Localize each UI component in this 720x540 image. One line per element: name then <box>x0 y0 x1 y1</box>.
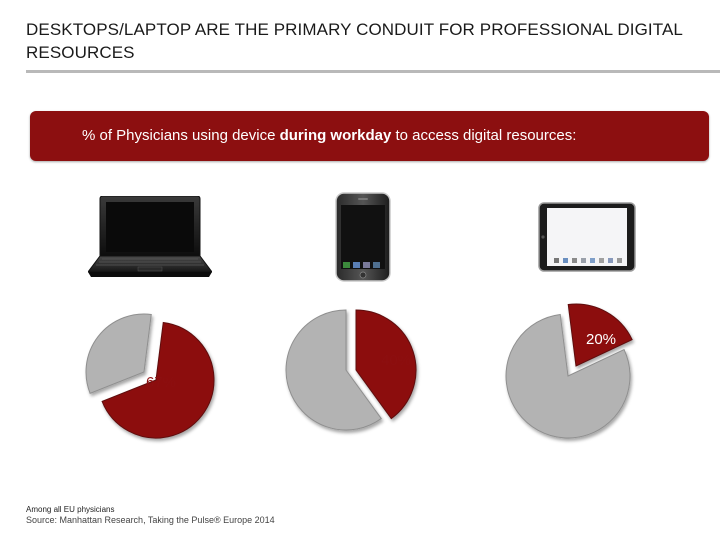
tablet-icon <box>538 202 636 272</box>
laptop-pie <box>85 313 215 439</box>
pie-charts <box>85 303 633 439</box>
banner-text: % of Physicians using device during work… <box>82 126 682 146</box>
laptop-icon <box>87 195 213 278</box>
laptop-pie-slice-value <box>101 321 215 439</box>
laptop-pie-label: 67% <box>146 374 177 391</box>
tablet-pie-label: 20% <box>586 331 617 348</box>
tablet-pie-slice-value <box>567 303 633 367</box>
tablet-pie <box>505 303 633 439</box>
source-citation: Source: Manhattan Research, Taking the P… <box>26 515 275 525</box>
laptop-pie-slice-remainder <box>85 313 152 395</box>
footnote: Among all EU physicians <box>26 505 115 514</box>
banner-text-prefix: % of Physicians using device <box>82 127 280 144</box>
smartphone-pie-label: 40% <box>381 352 412 369</box>
smartphone-pie-slice-remainder <box>285 309 382 431</box>
title-divider <box>26 70 720 73</box>
tablet-pie-slice-remainder <box>505 313 631 439</box>
smartphone-icon <box>335 192 391 282</box>
slide-title: DESKTOPS/LAPTOP ARE THE PRIMARY CONDUIT … <box>26 20 683 62</box>
smartphone-pie-slice-value <box>355 309 417 420</box>
banner-text-emphasis: during workday <box>279 127 392 144</box>
banner: % of Physicians using device during work… <box>30 111 709 161</box>
smartphone-pie <box>285 309 417 431</box>
banner-text-suffix: to access digital resources: <box>391 127 577 144</box>
